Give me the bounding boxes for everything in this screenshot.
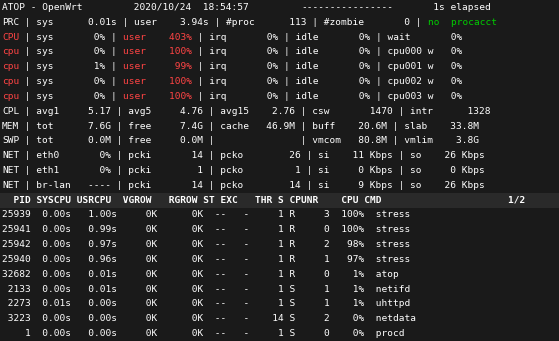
Text: cpu: cpu <box>2 77 19 86</box>
Text: user    100%: user 100% <box>123 77 192 86</box>
Text: user    100%: user 100% <box>123 92 192 101</box>
Text: | irq       0% | idle       0% | cpu002 w   0%: | irq 0% | idle 0% | cpu002 w 0% <box>192 77 462 86</box>
Text: | irq       0% | idle       0% | cpu000 w   0%: | irq 0% | idle 0% | cpu000 w 0% <box>192 47 462 56</box>
Text: | eth1       0% | pcki        1 | pcko         1 | si     0 Kbps | so     0 Kbps: | eth1 0% | pcki 1 | pcko 1 | si 0 Kbps … <box>19 166 485 175</box>
Text: cpu: cpu <box>2 47 19 56</box>
Text: MEM: MEM <box>2 121 19 131</box>
Text: | sys       0% |: | sys 0% | <box>19 32 123 42</box>
Text: PRC: PRC <box>2 18 19 27</box>
Text: 25942  0.00s   0.97s     0K      0K  --   -     1 R     2   98%  stress: 25942 0.00s 0.97s 0K 0K -- - 1 R 2 98% s… <box>2 240 410 249</box>
Text: CPL: CPL <box>2 107 19 116</box>
Text: | tot      0.0M | free     0.0M |               | vmcom   80.8M | vmlim    3.8G: | tot 0.0M | free 0.0M | | vmcom 80.8M |… <box>19 136 479 145</box>
Text: 32682  0.00s   0.01s     0K      0K  --   -     1 R     0    1%  atop: 32682 0.00s 0.01s 0K 0K -- - 1 R 0 1% at… <box>2 270 399 279</box>
Text: ----------------: ---------------- <box>301 3 393 12</box>
Text: | irq       0% | idle       0% | wait       0%: | irq 0% | idle 0% | wait 0% <box>192 32 462 42</box>
Text: SWP: SWP <box>2 136 19 145</box>
Text: PID SYSCPU USRCPU  VGROW   RGROW ST EXC   THR S CPUNR    CPU CMD                : PID SYSCPU USRCPU VGROW RGROW ST EXC THR… <box>2 196 525 205</box>
Text: | eth0       0% | pcki       14 | pcko        26 | si    11 Kbps | so    26 Kbps: | eth0 0% | pcki 14 | pcko 26 | si 11 Kb… <box>19 151 485 160</box>
Text: 1s elapsed: 1s elapsed <box>393 3 491 12</box>
Text: no  procacct: no procacct <box>428 18 496 27</box>
Text: | sys      0.01s | user    3.94s | #proc      113 | #zombie       0 |: | sys 0.01s | user 3.94s | #proc 113 | #… <box>19 18 428 27</box>
Text: | irq       0% | idle       0% | cpu003 w   0%: | irq 0% | idle 0% | cpu003 w 0% <box>192 92 462 101</box>
Text: cpu: cpu <box>2 92 19 101</box>
Text: 3223  0.00s   0.00s     0K      0K  --   -    14 S     2    0%  netdata: 3223 0.00s 0.00s 0K 0K -- - 14 S 2 0% ne… <box>2 314 416 323</box>
Text: ATOP - OpenWrt: ATOP - OpenWrt <box>2 3 83 12</box>
Text: 2133  0.00s   0.01s     0K      0K  --   -     1 S     1    1%  netifd: 2133 0.00s 0.01s 0K 0K -- - 1 S 1 1% net… <box>2 285 410 294</box>
Text: user    100%: user 100% <box>123 47 192 56</box>
Bar <box>0 0 559 15</box>
Text: | sys       0% |: | sys 0% | <box>19 92 123 101</box>
Text: | avg1     5.17 | avg5     4.76 | avg15    2.76 | csw       1470 | intr      132: | avg1 5.17 | avg5 4.76 | avg15 2.76 | c… <box>19 107 491 116</box>
Text: NET: NET <box>2 181 19 190</box>
Text: cpu: cpu <box>2 62 19 71</box>
Text: | br-lan   ---- | pcki       14 | pcko        14 | si     9 Kbps | so    26 Kbps: | br-lan ---- | pcki 14 | pcko 14 | si 9… <box>19 181 485 190</box>
Text: 1  0.00s   0.00s     0K      0K  --   -     1 S     0    0%  procd: 1 0.00s 0.00s 0K 0K -- - 1 S 0 0% procd <box>2 329 405 338</box>
Text: | sys       0% |: | sys 0% | <box>19 47 123 56</box>
Text: 2020/10/24  18:54:57: 2020/10/24 18:54:57 <box>83 3 301 12</box>
Text: 2273  0.01s   0.00s     0K      0K  --   -     1 S     1    1%  uhttpd: 2273 0.01s 0.00s 0K 0K -- - 1 S 1 1% uht… <box>2 299 410 309</box>
Text: 25940  0.00s   0.96s     0K      0K  --   -     1 R     1   97%  stress: 25940 0.00s 0.96s 0K 0K -- - 1 R 1 97% s… <box>2 255 410 264</box>
Text: | sys       1% |: | sys 1% | <box>19 62 123 71</box>
Text: CPU: CPU <box>2 32 19 42</box>
Text: | tot      7.6G | free     7.4G | cache   46.9M | buff    20.6M | slab    33.8M: | tot 7.6G | free 7.4G | cache 46.9M | b… <box>19 121 479 131</box>
Text: NET: NET <box>2 151 19 160</box>
Text: NET: NET <box>2 166 19 175</box>
Text: user     99%: user 99% <box>123 62 192 71</box>
Bar <box>0 193 559 208</box>
Text: | sys       0% |: | sys 0% | <box>19 77 123 86</box>
Text: | irq       0% | idle       0% | cpu001 w   0%: | irq 0% | idle 0% | cpu001 w 0% <box>192 62 462 71</box>
Text: 25941  0.00s   0.99s     0K      0K  --   -     1 R     0  100%  stress: 25941 0.00s 0.99s 0K 0K -- - 1 R 0 100% … <box>2 225 410 234</box>
Text: 25939  0.00s   1.00s     0K      0K  --   -     1 R     3  100%  stress: 25939 0.00s 1.00s 0K 0K -- - 1 R 3 100% … <box>2 210 410 220</box>
Text: user    403%: user 403% <box>123 32 192 42</box>
